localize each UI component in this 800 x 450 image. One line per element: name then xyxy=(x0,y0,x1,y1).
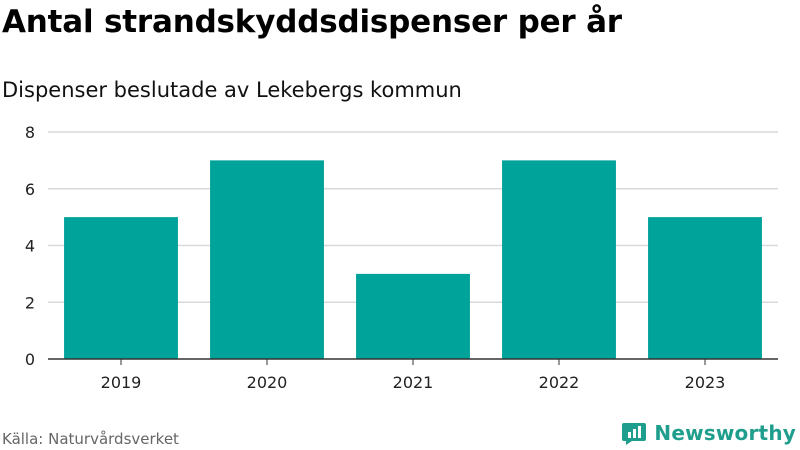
x-tick-label: 2022 xyxy=(539,373,580,392)
bar-2021 xyxy=(356,273,470,359)
chart-subtitle: Dispenser beslutade av Lekebergs kommun xyxy=(2,78,462,102)
bar-chart: 0 2 4 6 8 2019 2020 2021 2022 2023 xyxy=(25,123,778,392)
brand-name: Newsworthy xyxy=(654,421,796,445)
bar-2022 xyxy=(502,160,616,359)
brand-logo: Newsworthy xyxy=(622,420,796,446)
source-note: Källa: Naturvårdsverket xyxy=(2,430,179,448)
y-axis-ticks: 0 2 4 6 8 xyxy=(25,123,35,369)
x-axis-ticks: 2019 2020 2021 2022 2023 xyxy=(101,359,726,392)
x-tick-label: 2021 xyxy=(393,373,434,392)
y-tick-label: 0 xyxy=(25,350,35,369)
chart-title: Antal strandskyddsdispenser per år xyxy=(2,4,622,40)
x-tick-label: 2019 xyxy=(101,373,142,392)
y-tick-label: 2 xyxy=(25,293,35,312)
newsworthy-logo-icon xyxy=(622,423,647,445)
bar-2023 xyxy=(648,217,762,359)
y-tick-label: 4 xyxy=(25,237,35,256)
bars xyxy=(64,160,762,359)
x-tick-label: 2020 xyxy=(247,373,288,392)
bar-2020 xyxy=(210,160,324,359)
bar-2019 xyxy=(64,217,178,359)
y-tick-label: 8 xyxy=(25,123,35,142)
y-tick-label: 6 xyxy=(25,180,35,199)
x-tick-label: 2023 xyxy=(685,373,726,392)
